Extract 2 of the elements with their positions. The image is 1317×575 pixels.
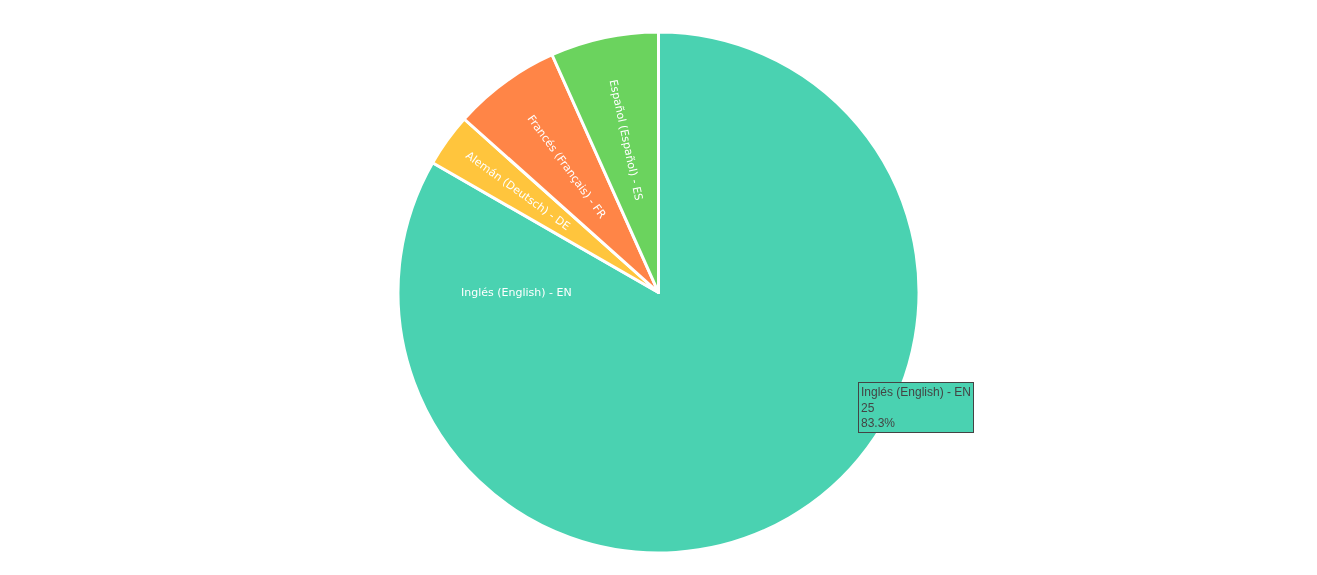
slice-label: Inglés (English) - EN [461, 286, 572, 299]
text: Inglés (English) - EN 25 83.3% [861, 385, 972, 431]
